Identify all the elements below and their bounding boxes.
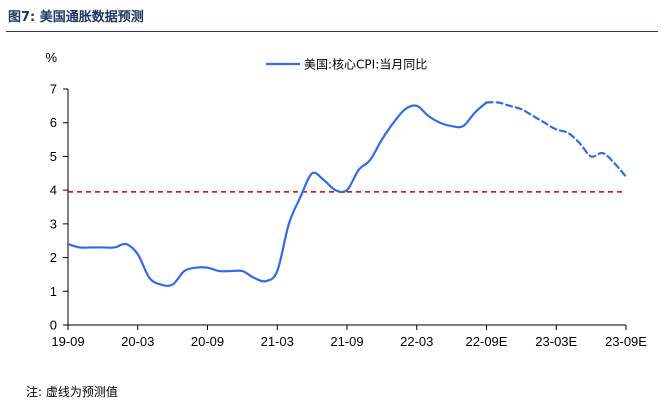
x-tick-label: 20-09	[191, 334, 224, 349]
y-tick-label: 1	[50, 284, 57, 299]
x-tick-label: 22-09E	[466, 334, 508, 349]
y-tick-label: 4	[50, 183, 57, 198]
chart-legend: 美国:核心CPI:当月同比	[266, 58, 427, 72]
x-tick-label: 23-09E	[605, 334, 647, 349]
x-tick-label: 21-03	[261, 334, 294, 349]
y-tick-label: 6	[50, 115, 57, 130]
x-tick-label: 19-09	[51, 334, 84, 349]
x-tick-label: 21-09	[330, 334, 363, 349]
series-line-forecast	[485, 101, 628, 178]
x-tick-label: 23-03E	[535, 334, 577, 349]
title-divider	[6, 31, 658, 32]
chart-axes: 0 1 2 3 4 5 6 7% 19-09 20-03 20-09 21-03 21-09 22-03 2…	[45, 50, 647, 349]
figure-title: 图7: 美国通胀数据预测	[8, 10, 144, 25]
y-tick-label: 0	[50, 318, 57, 333]
series-line-actual	[66, 101, 488, 287]
legend-label: 美国:核心CPI:当月同比	[304, 58, 427, 72]
y-tick-label: 7	[50, 82, 57, 97]
y-tick-label: 5	[50, 149, 57, 164]
x-tick-label: 20-03	[121, 334, 154, 349]
x-tick-label: 22-03	[400, 334, 433, 349]
plot-area	[66, 101, 628, 287]
y-tick-label: 2	[50, 250, 57, 265]
footnote: 注: 虚线为预测值	[26, 385, 118, 399]
y-tick-label: 3	[50, 216, 57, 231]
y-axis-unit-label: %	[45, 50, 57, 65]
